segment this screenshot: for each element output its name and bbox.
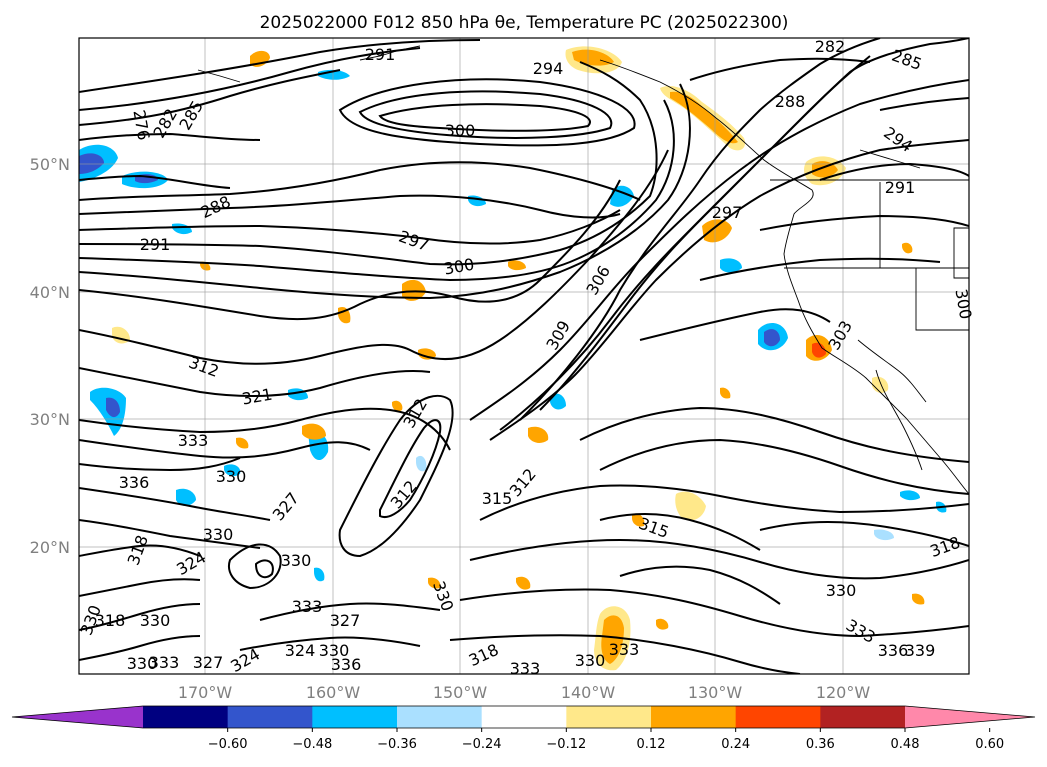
shade-positive [912,593,925,605]
colorbar-extend-high [905,706,1035,728]
colorbar-tick-label: 0.60 [975,737,1004,752]
shade-positive [236,437,249,449]
shade-positive [428,577,441,589]
colorbar-tick-label: −0.48 [292,737,332,752]
contour-label: 330 [216,467,247,486]
contour-label: 333 [149,653,180,672]
lon-tick-labels: 170°W 160°W 150°W 140°W 130°W 120°W [178,683,871,702]
colorbar-tick-label: 0.36 [806,737,835,752]
contour-label: 327 [330,611,361,630]
figure-title: 2025022000 F012 850 hPa θe, Temperature … [260,13,789,33]
colorbar-tick-label: −0.12 [546,737,586,752]
contour-label: 297 [712,203,743,222]
lon-tick-label: 150°W [433,683,488,702]
colorbar-segment [143,706,229,728]
colorbar-tick-label: −0.36 [377,737,417,752]
contour-label: 333 [292,597,323,616]
colorbar-tick-label: 0.24 [721,737,750,752]
shade-negative [416,455,427,472]
colorbar-segment [735,706,821,728]
shade-negative [900,490,920,501]
lat-tick-label: 20°N [30,538,70,557]
shade-positive [302,423,326,440]
shade-negative [874,529,894,541]
contour-label: 327 [193,653,224,672]
shade-negative [314,567,325,582]
contour-label: 330 [281,551,312,570]
contour-label: 282 [815,37,846,56]
colorbar-segment [481,706,567,728]
contour-label: 315 [482,489,513,508]
contour-label: 330 [319,641,350,660]
contour-label: 336 [331,655,362,674]
contour-label: 291 [885,178,916,197]
lat-tick-label: 50°N [30,155,70,174]
colorbar-outline [11,705,1036,729]
contour-label: 330 [127,654,158,673]
contour-label: 336 [878,641,909,660]
shade-negative [224,464,241,477]
shade-positive [902,242,913,254]
colorbar-extend-low [12,706,143,728]
map-frame [78,37,970,675]
contour-label: 291 [140,235,171,254]
lon-tick-label: 170°W [178,683,233,702]
colorbar-tick-label: 0.48 [891,737,920,752]
theta-e-contours [79,38,969,674]
shade-positive [528,426,549,443]
contour-label: 339 [905,641,936,660]
shade-negative [764,329,780,347]
shade-positive [338,306,351,324]
contour-label: 330 [826,581,857,600]
shade-positive [601,615,624,664]
map-panel: 291 282 285 294 288 300 294 276 282 285 … [77,37,976,678]
contour-label: 330 [203,525,234,544]
lat-tick-label: 30°N [30,410,70,429]
colorbar-segment [820,706,906,728]
shade-positive [812,342,826,358]
shade-positive [720,387,731,399]
lon-tick-label: 130°W [688,683,743,702]
colorbar-tick-label: 0.12 [637,737,666,752]
contour-label: 333 [510,659,541,678]
shade-positive [702,219,732,243]
shade-positive [392,400,403,412]
shade-negative [720,258,742,273]
lon-tick-label: 160°W [306,683,361,702]
shade-negative [106,397,120,418]
colorbar-tick-label: −0.60 [208,737,248,752]
lat-tick-label: 40°N [30,283,70,302]
lon-tick-label: 120°W [816,683,871,702]
contour-label: 330 [575,651,606,670]
colorbar-segment [397,706,483,728]
contour-label: 330 [140,611,171,630]
shade-negative [176,488,196,506]
colorbar-tick-label: −0.24 [462,737,502,752]
contour-label: 288 [775,92,806,111]
contour-label: 324 [285,641,316,660]
contour-label: 291 [365,45,396,64]
colorbar-segment [566,706,652,728]
shade-positive [675,491,706,521]
shade-negative [550,393,566,410]
shade-positive [516,576,531,590]
shade-positive [632,513,645,527]
shade-positive [872,376,889,393]
contour-label: 333 [178,431,209,450]
contour-label: 318 [95,611,126,630]
colorbar-segment [227,706,313,728]
contour-label: 333 [609,640,640,659]
contour-label: 336 [119,473,150,492]
shade-positive [508,260,526,271]
colorbar-segment [312,706,398,728]
contour-label: 300 [445,121,476,140]
colorbar: −0.60 −0.48 −0.36 −0.24 −0.12 0.12 0.24 0.36 0.4… [11,705,1036,752]
lon-tick-label: 140°W [561,683,616,702]
colorbar-segment [651,706,737,728]
lat-tick-labels: 50°N 40°N 30°N 20°N [30,155,70,557]
contour-label: 294 [533,59,564,78]
shade-positive [572,49,614,66]
shade-positive [656,618,669,630]
